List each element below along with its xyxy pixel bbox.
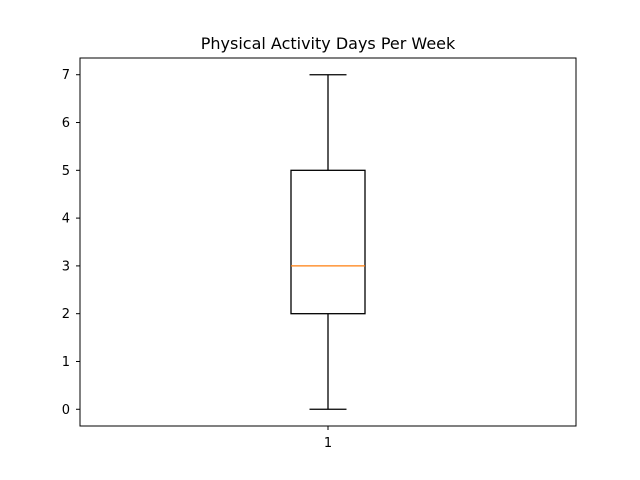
y-tick-label: 4 [62,212,70,227]
y-tick-label: 0 [62,403,70,418]
y-tick-label: 6 [62,116,70,131]
y-tick-label: 7 [62,68,70,83]
y-tick-label: 3 [62,259,70,274]
chart-title: Physical Activity Days Per Week [201,34,456,53]
y-tick-label: 5 [62,164,70,179]
y-tick-label: 1 [62,355,70,370]
plot-area: 0 1 2 3 4 5 6 7 1 [62,57,577,451]
iqr-box [290,169,366,315]
y-tick-label: 2 [62,307,70,322]
x-tick-label: 1 [324,436,332,451]
